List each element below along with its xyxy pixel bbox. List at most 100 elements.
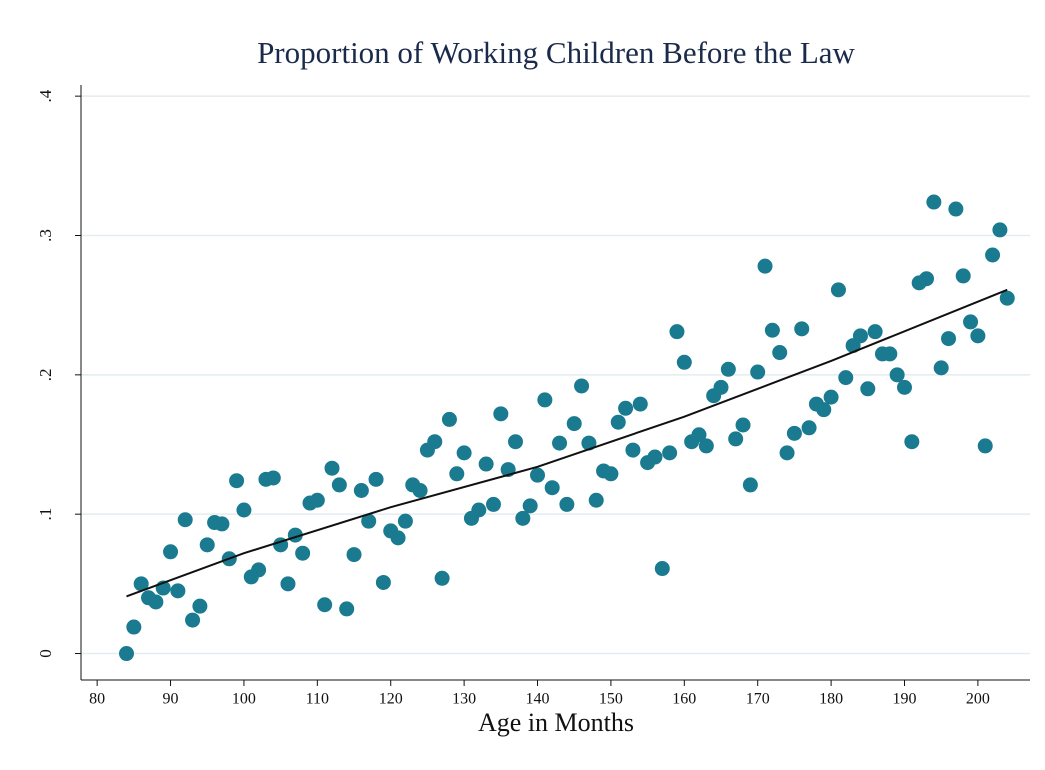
scatter-point — [955, 268, 971, 284]
scatter-point — [368, 471, 384, 487]
scatter-point — [163, 544, 179, 560]
scatter-point — [530, 467, 546, 483]
scatter-point — [618, 400, 634, 416]
scatter-point — [353, 482, 369, 498]
scatter-point — [632, 396, 648, 412]
x-tick-label: 160 — [672, 691, 696, 708]
scatter-point — [170, 583, 186, 599]
scatter-point — [280, 576, 296, 592]
scatter-point — [478, 456, 494, 472]
scatter-point — [295, 545, 311, 561]
scatter-point — [999, 290, 1015, 306]
scatter-point — [434, 570, 450, 586]
scatter-point — [676, 354, 692, 370]
scatter-point — [331, 477, 347, 493]
scatter-point — [471, 502, 487, 518]
scatter-point — [544, 480, 560, 496]
scatter-point — [801, 420, 817, 436]
scatter-point — [772, 345, 788, 361]
x-tick-label: 130 — [452, 691, 476, 708]
scatter-point — [919, 271, 935, 287]
scatter-point — [757, 258, 773, 274]
scatter-point — [133, 576, 149, 592]
scatter-point — [933, 360, 949, 376]
scatter-point — [412, 482, 428, 498]
scatter-point — [669, 324, 685, 340]
y-tick-label: 0 — [36, 649, 55, 658]
x-tick-label: 170 — [746, 691, 770, 708]
scatter-point — [728, 431, 744, 447]
scatter-point — [574, 378, 590, 394]
scatter-point — [698, 438, 714, 454]
scatter-point — [867, 324, 883, 340]
scatter-point — [236, 502, 252, 518]
fit-line — [126, 288, 1008, 598]
scatter-point — [838, 370, 854, 386]
scatter-point — [860, 381, 876, 397]
scatter-point — [941, 331, 957, 347]
scatter-point — [603, 466, 619, 482]
scatter-point — [559, 496, 575, 512]
scatter-point — [148, 594, 164, 610]
scatter-point — [970, 328, 986, 344]
x-tick-label: 110 — [306, 691, 329, 708]
scatter-point — [794, 321, 810, 337]
scatter-point — [192, 598, 208, 614]
scatter-point — [427, 434, 443, 450]
scatter-point — [581, 435, 597, 451]
x-tick-label: 80 — [89, 691, 105, 708]
scatter-point — [317, 597, 333, 613]
scatter-point — [229, 473, 245, 489]
scatter-point — [361, 513, 377, 529]
scatter-point — [265, 470, 281, 486]
scatter-point — [992, 222, 1008, 238]
x-tick-label: 200 — [966, 691, 990, 708]
scatter-point — [456, 445, 472, 461]
scatter-point — [537, 392, 553, 408]
scatter-point — [963, 314, 979, 330]
scatter-point — [346, 547, 362, 563]
scatter-point — [214, 516, 230, 532]
y-tick-label: .1 — [36, 508, 55, 521]
scatter-point — [119, 646, 135, 662]
scatter-point — [126, 619, 142, 635]
scatter-point — [375, 574, 391, 590]
scatter-point — [779, 445, 795, 461]
scatter-point — [985, 247, 1001, 263]
x-tick-label: 140 — [526, 691, 550, 708]
scatter-point — [441, 411, 457, 427]
scatter-point — [588, 492, 604, 508]
scatter-point — [882, 346, 898, 362]
x-tick-label: 180 — [819, 691, 843, 708]
scatter-point — [625, 442, 641, 458]
scatter-point — [764, 322, 780, 338]
y-tick-label: .2 — [36, 368, 55, 381]
scatter-point — [522, 498, 538, 514]
x-tick-label: 120 — [379, 691, 403, 708]
x-tick-label: 100 — [232, 691, 256, 708]
scatter-point — [662, 445, 678, 461]
scatter-point — [515, 510, 531, 526]
scatter-point — [816, 402, 832, 418]
scatter-point — [852, 328, 868, 344]
scatter-point — [185, 612, 201, 628]
scatter-point — [485, 496, 501, 512]
scatter-point — [926, 194, 942, 210]
scatter-point — [713, 379, 729, 395]
scatter-point — [610, 414, 626, 430]
scatter-point — [566, 416, 582, 432]
scatter-point — [309, 492, 325, 508]
scatter-point — [493, 406, 509, 422]
scatter-point — [691, 427, 707, 443]
scatter-point — [977, 438, 993, 454]
scatter-point — [742, 477, 758, 493]
scatter-point — [786, 425, 802, 441]
scatter-point — [823, 389, 839, 405]
scatter-point — [750, 364, 766, 380]
chart-title: Proportion of Working Children Before th… — [257, 35, 855, 70]
x-tick-label: 150 — [599, 691, 623, 708]
scatter-point — [720, 361, 736, 377]
